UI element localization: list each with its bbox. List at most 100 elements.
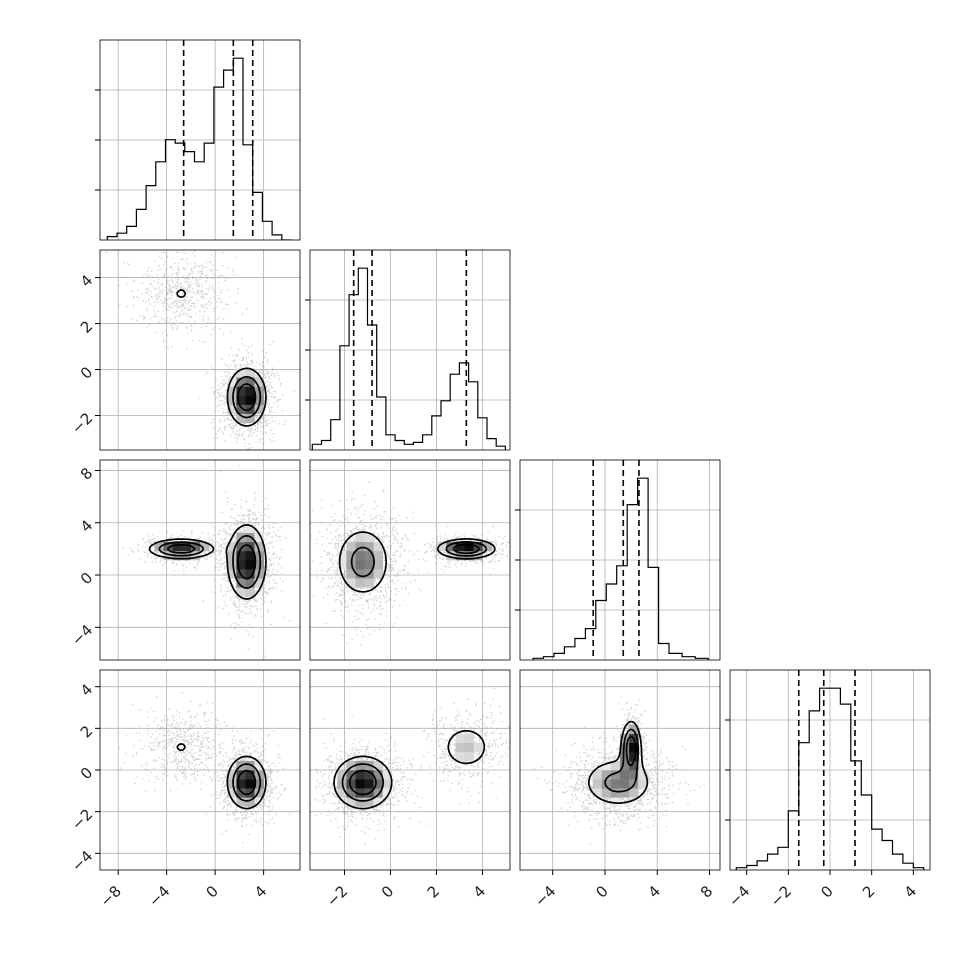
- y-tick-label: 2: [77, 317, 96, 336]
- density-cell: [629, 751, 639, 762]
- contour-level-2: [341, 763, 385, 802]
- density-cell: [254, 395, 264, 405]
- panel-frame: [309, 669, 511, 871]
- density-cell: [337, 788, 347, 798]
- contour-level-1: [587, 720, 649, 804]
- x-tick-label: −4: [531, 882, 559, 910]
- panel-content: [100, 40, 300, 240]
- panel-3-2: −4 0 4 8: [519, 669, 721, 910]
- density-cell: [245, 560, 255, 570]
- density-cell: [236, 541, 246, 552]
- density-cell: [346, 788, 356, 798]
- y-tick-label: −4: [68, 847, 96, 875]
- density-cell: [373, 541, 383, 552]
- density-cell: [236, 413, 246, 423]
- density-cell: [245, 797, 255, 807]
- density-cell: [620, 751, 630, 762]
- density-cell: [355, 578, 365, 588]
- density-cell: [245, 578, 255, 588]
- density-cell: [364, 560, 374, 570]
- panel-0-0: [95, 39, 301, 241]
- panel-2-1: [309, 459, 511, 661]
- density-cell: [620, 779, 630, 789]
- contour-level-1: [338, 531, 496, 593]
- y-tick-label: 4: [77, 516, 96, 535]
- density-cell: [355, 569, 365, 579]
- density-cell: [254, 560, 264, 570]
- density-cell: [373, 760, 383, 771]
- y-tick-label: 8: [77, 464, 96, 483]
- density-cell: [236, 779, 246, 789]
- contour-level-1: [148, 524, 267, 600]
- density-cell: [373, 569, 383, 579]
- y-tick-label: −2: [68, 409, 96, 437]
- density-cell: [610, 797, 621, 807]
- density-cell: [355, 560, 365, 570]
- density-cell: [629, 788, 639, 798]
- panel-frame: [99, 459, 301, 661]
- panel-content: [310, 670, 510, 870]
- scatter-points: [310, 481, 510, 646]
- density-cell: [373, 770, 383, 780]
- panel-content: [100, 460, 300, 660]
- density-cell: [620, 788, 630, 798]
- density-cell: [245, 523, 255, 533]
- histogram-3: [735, 687, 925, 870]
- y-tick-label: −4: [68, 621, 96, 649]
- density-cell: [200, 541, 210, 552]
- panel-1-1: [305, 249, 511, 451]
- panel-content: [520, 670, 720, 870]
- contour-level-2: [232, 375, 262, 419]
- contour-level-1: [176, 743, 267, 810]
- density-cell: [227, 541, 237, 552]
- density-cell: [346, 550, 356, 561]
- density-cell: [592, 779, 603, 789]
- density-cell: [346, 797, 356, 807]
- y-tick-label: 0: [77, 764, 96, 783]
- density-cell: [227, 770, 237, 780]
- panel-2-2: [515, 459, 721, 661]
- density-cell: [337, 560, 347, 570]
- density-cell: [473, 541, 483, 552]
- density-cell: [154, 541, 164, 552]
- density-cell: [254, 578, 264, 588]
- density-cell: [601, 788, 612, 798]
- x-tick-label: 0: [817, 882, 836, 901]
- density-cell: [227, 404, 237, 414]
- density-cell: [601, 770, 612, 780]
- panel-content: [310, 250, 510, 450]
- density-cell: [236, 560, 246, 570]
- density-cell: [455, 742, 465, 753]
- density-cell: [227, 779, 237, 789]
- scatter-points: [118, 692, 291, 844]
- density-cell: [236, 386, 246, 396]
- density-cell: [373, 797, 383, 807]
- panel-content: [310, 460, 510, 660]
- density-cell: [227, 788, 237, 798]
- density-cell: [254, 760, 264, 771]
- density-cell: [373, 779, 383, 789]
- density-cell: [464, 742, 474, 753]
- density-cell: [629, 724, 639, 734]
- density-cell: [629, 742, 639, 753]
- density-cell: [163, 541, 173, 552]
- density-cell: [245, 413, 255, 423]
- density-cell: [337, 770, 347, 780]
- density-cell: [236, 788, 246, 798]
- density-cell: [355, 788, 365, 798]
- density-cell: [254, 532, 264, 543]
- density-cell: [638, 770, 648, 780]
- density-cell: [337, 550, 347, 561]
- density-cell: [592, 770, 603, 780]
- x-tick-label: −4: [725, 882, 753, 910]
- density-cell: [245, 368, 255, 378]
- density-cell: [364, 541, 374, 552]
- x-tick-label: 2: [859, 882, 878, 901]
- density-cell: [473, 550, 483, 561]
- x-tick-label: −2: [323, 882, 351, 910]
- density-cell: [346, 770, 356, 780]
- density-cell: [236, 368, 246, 378]
- panel-frame: [729, 669, 931, 871]
- density-cell: [227, 550, 237, 561]
